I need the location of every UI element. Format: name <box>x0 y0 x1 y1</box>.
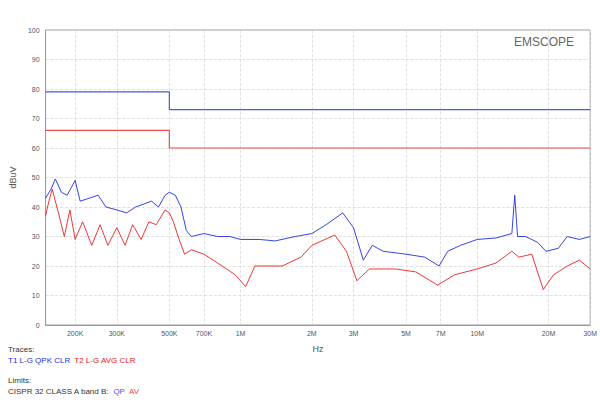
svg-text:30M: 30M <box>583 330 597 337</box>
svg-text:100: 100 <box>28 27 40 34</box>
svg-text:Limits:: Limits: <box>8 376 31 385</box>
svg-text:10M: 10M <box>470 330 484 337</box>
svg-text:10: 10 <box>32 292 40 299</box>
svg-text:T1 L-G QPK CLR: T1 L-G QPK CLR <box>8 356 70 365</box>
svg-text:Hz: Hz <box>312 344 323 354</box>
svg-text:2M: 2M <box>307 330 317 337</box>
svg-text:1M: 1M <box>236 330 246 337</box>
svg-text:300K: 300K <box>109 330 126 337</box>
svg-text:20M: 20M <box>542 330 556 337</box>
svg-text:500K: 500K <box>161 330 178 337</box>
svg-text:90: 90 <box>32 56 40 63</box>
svg-text:70: 70 <box>32 115 40 122</box>
svg-text:20: 20 <box>32 263 40 270</box>
svg-text:EMSCOPE: EMSCOPE <box>514 35 574 49</box>
svg-text:200K: 200K <box>67 330 84 337</box>
svg-text:30: 30 <box>32 233 40 240</box>
svg-text:7M: 7M <box>436 330 446 337</box>
svg-text:5M: 5M <box>401 330 411 337</box>
svg-text:3M: 3M <box>349 330 359 337</box>
svg-text:AV: AV <box>129 387 140 396</box>
svg-text:700K: 700K <box>196 330 213 337</box>
svg-text:CISPR 32 CLASS A band B:: CISPR 32 CLASS A band B: <box>8 387 109 396</box>
svg-text:40: 40 <box>32 204 40 211</box>
svg-text:dBuV: dBuV <box>8 166 18 188</box>
svg-text:0: 0 <box>36 322 40 329</box>
svg-text:T2 L-G AVG CLR: T2 L-G AVG CLR <box>74 356 135 365</box>
svg-text:50: 50 <box>32 174 40 181</box>
svg-text:60: 60 <box>32 145 40 152</box>
svg-text:80: 80 <box>32 86 40 93</box>
svg-text:Traces:: Traces: <box>8 345 34 354</box>
svg-text:QP: QP <box>113 387 125 396</box>
